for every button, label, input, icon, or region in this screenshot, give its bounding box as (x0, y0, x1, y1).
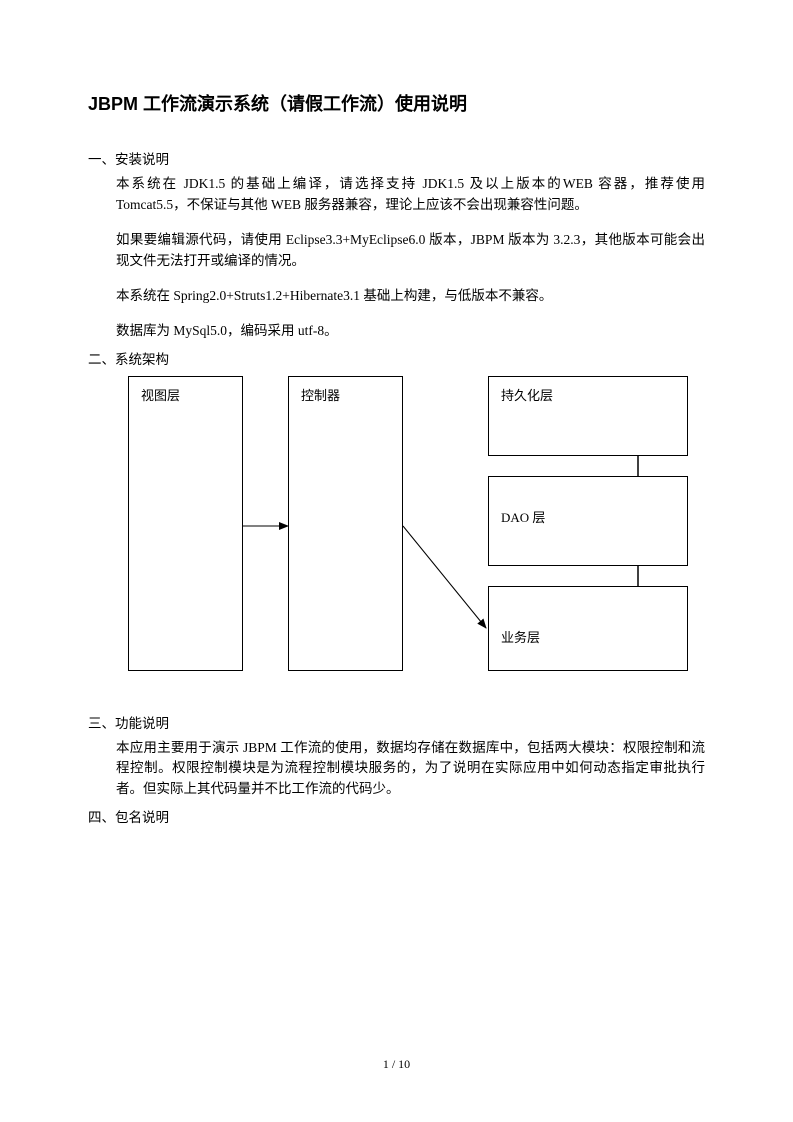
node-dao: DAO 层 (488, 476, 688, 566)
node-persist: 持久化层 (488, 376, 688, 456)
section3-heading: 三、功能说明 (88, 712, 705, 732)
node-service: 业务层 (488, 586, 688, 671)
section1-p1: 本系统在 JDK1.5 的基础上编译，请选择支持 JDK1.5 及以上版本的WE… (116, 174, 705, 216)
section2-heading: 二、系统架构 (88, 348, 705, 368)
architecture-diagram: 视图层 控制器 持久化层 DAO 层 业务层 (128, 376, 728, 696)
section3-p1: 本应用主要用于演示 JBPM 工作流的使用，数据均存储在数据库中，包括两大模块：… (116, 738, 705, 801)
section1-p4: 数据库为 MySql5.0，编码采用 utf-8。 (116, 321, 705, 342)
node-controller: 控制器 (288, 376, 403, 671)
section1-heading: 一、安装说明 (88, 148, 705, 168)
section1-p2: 如果要编辑源代码，请使用 Eclipse3.3+MyEclipse6.0 版本，… (116, 230, 705, 272)
node-view: 视图层 (128, 376, 243, 671)
page-number: 1 / 10 (0, 1057, 793, 1072)
section1-p3: 本系统在 Spring2.0+Struts1.2+Hibernate3.1 基础… (116, 286, 705, 307)
section4-heading: 四、包名说明 (88, 806, 705, 826)
page-title: JBPM 工作流演示系统（请假工作流）使用说明 (88, 90, 705, 116)
